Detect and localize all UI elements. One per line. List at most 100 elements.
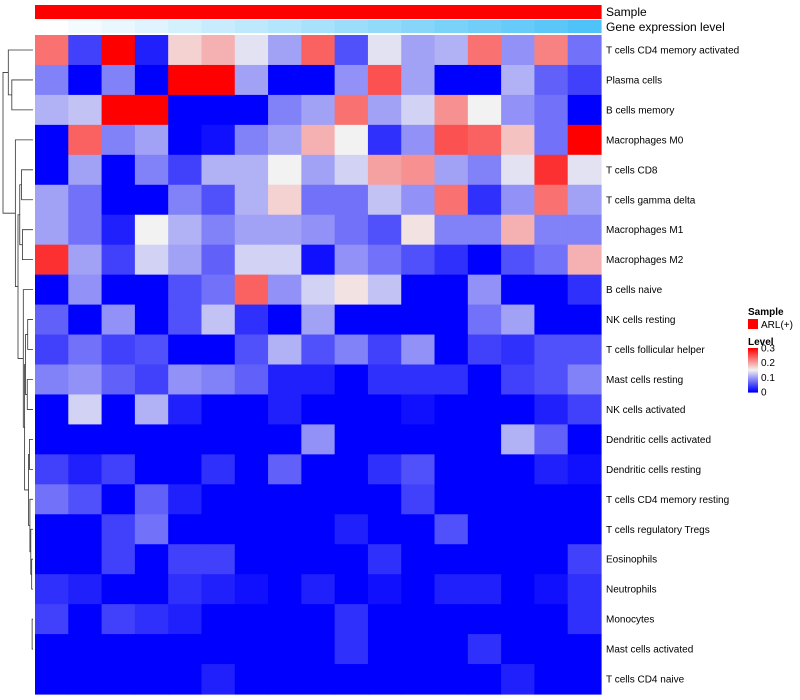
heatmap-cell [301,214,336,246]
heatmap-cell [534,154,569,186]
heatmap-cell [401,544,436,575]
heatmap-cell [567,214,602,246]
heatmap-cell [534,244,569,276]
heatmap-cell [434,35,469,66]
heatmap-cell [68,394,103,426]
heatmap-cell [534,424,569,455]
heatmap-cell [501,664,536,695]
heatmap-cell [234,364,269,396]
heatmap-cell [401,184,436,216]
heatmap-cell [567,94,602,126]
heatmap-cell [401,484,436,515]
heatmap-cell [467,244,502,276]
gene-expression-annotation-cell [567,20,602,33]
heatmap-cell [201,334,236,366]
row-dendrogram [2,49,33,650]
heatmap-cell [268,604,302,635]
heatmap-cell [101,304,136,336]
heatmap-cell [134,544,169,575]
heatmap-cell [434,364,469,396]
legend-sample-label: ARL(+) [761,320,793,331]
legend-gradient-slice [748,374,758,376]
heatmap-cell [35,154,69,186]
heatmap-cell [68,664,103,695]
heatmap-cell [68,364,103,396]
heatmap-cell [35,514,69,545]
heatmap-cell [367,274,402,306]
heatmap-cell [234,424,269,455]
row-label: T cells regulatory Tregs [606,525,710,536]
sample-annotation-cell [68,5,103,19]
legend-gradient-slice [748,364,758,366]
heatmap-cell [168,454,203,485]
heatmap-cell [68,35,103,66]
heatmap-cell [334,184,369,216]
legend-gradient-slice [748,380,758,382]
legend-level-tick-label: 0.1 [761,373,775,384]
heatmap-cell [534,124,569,156]
heatmap-cell [268,574,302,605]
heatmap-cell [268,154,302,186]
heatmap-cell [534,454,569,485]
heatmap-cell [68,604,103,635]
heatmap-cell [334,424,369,455]
heatmap-cell [68,274,103,306]
sample-annotation-cell [501,5,536,19]
heatmap-cell [268,544,302,575]
heatmap-cell [101,334,136,366]
legend-gradient-slice [748,351,758,353]
sample-annotation-cell [35,5,69,19]
heatmap-cell [467,634,502,665]
heatmap-cell [434,634,469,665]
heatmap-cell [367,394,402,426]
heatmap-cell [334,154,369,186]
heatmap-cell [501,514,536,545]
heatmap-cell [134,424,169,455]
heatmap-cell [567,664,602,695]
heatmap-cell [168,214,203,246]
heatmap-cell [367,544,402,575]
heatmap-cell [501,274,536,306]
heatmap-cell [134,664,169,695]
heatmap-cell [334,484,369,515]
heatmap-cell [234,304,269,336]
heatmap-cell [234,664,269,695]
heatmap-cell [501,124,536,156]
heatmap-cell [301,304,336,336]
heatmap-cell [168,544,203,575]
legend-gradient-slice [748,375,758,377]
heatmap-cell [467,274,502,306]
heatmap-cell [401,64,436,96]
heatmap-cell [367,64,402,96]
heatmap-cell [134,334,169,366]
heatmap-cell [101,94,136,126]
gene-expression-annotation-cell [401,20,436,33]
sample-annotation-cell [534,5,569,19]
legend-sample-title: Sample [748,307,784,318]
heatmap-cell [134,304,169,336]
heatmap-cell [134,214,169,246]
heatmap-cell [234,124,269,156]
dendrogram-branch [22,229,33,261]
heatmap-cell [201,154,236,186]
heatmap-cell [567,35,602,66]
heatmap-cell [268,454,302,485]
heatmap-cell [467,604,502,635]
heatmap-cell [35,64,69,96]
sample-annotation-cell [367,5,402,19]
heatmap-cell [434,664,469,695]
heatmap-cell [501,154,536,186]
heatmap-cell [501,244,536,276]
heatmap-cell [434,484,469,515]
heatmap-cells [35,35,602,695]
heatmap-cell [134,124,169,156]
row-label: T cells CD4 memory resting [606,495,729,506]
row-label: Mast cells activated [606,645,693,656]
legend-gradient-slice [748,378,758,380]
heatmap-cell [401,94,436,126]
heatmap-cell [101,634,136,665]
heatmap-cell [301,454,336,485]
heatmap-cell [401,664,436,695]
heatmap-cell [334,514,369,545]
heatmap-cell [467,35,502,66]
